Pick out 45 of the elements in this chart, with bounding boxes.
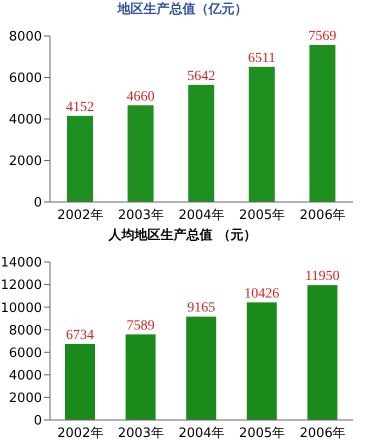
x-tick-label: 2002年 (57, 426, 104, 442)
y-tick-label: 12000 (0, 278, 42, 294)
x-tick-label: 2005年 (239, 426, 286, 442)
y-tick-label: 10000 (0, 300, 42, 316)
y-tick-label: 0 (34, 196, 42, 211)
bar (248, 66, 275, 202)
x-tick-label: 2004年 (178, 208, 225, 224)
y-tick-label: 6000 (8, 71, 42, 86)
bar (128, 105, 154, 202)
y-tick-label: 6000 (8, 346, 42, 361)
data-label: 5642 (187, 68, 216, 84)
x-tick-label: 2002年 (57, 208, 104, 224)
y-tick-label: 0 (34, 414, 42, 429)
x-tick-label: 2004年 (178, 426, 225, 442)
y-tick-label: 8000 (8, 323, 42, 338)
x-tick-label: 2003年 (118, 426, 164, 442)
chart-title: 地区生产总值（亿元） (116, 0, 248, 18)
data-label: 11950 (305, 269, 340, 284)
data-label: 10426 (244, 286, 280, 302)
bar (186, 316, 216, 420)
data-label: 6734 (66, 328, 94, 343)
bar (126, 334, 156, 420)
data-label: 7589 (126, 318, 155, 334)
y-tick-label: 2000 (8, 391, 42, 406)
x-tick-label: 2006年 (300, 426, 346, 442)
y-tick-label: 4000 (8, 368, 42, 384)
bar (188, 84, 214, 202)
bar (65, 344, 95, 420)
chart-title: 人均地区生产总值 （元） (107, 226, 258, 244)
bar (309, 44, 336, 202)
y-tick-label: 4000 (8, 112, 42, 128)
x-tick-label: 2003年 (118, 208, 164, 224)
x-tick-label: 2005年 (239, 208, 286, 224)
data-label: 4152 (66, 100, 94, 115)
bar (67, 116, 93, 202)
data-label: 4660 (126, 89, 155, 104)
data-label: 9165 (187, 300, 216, 316)
data-label: 6511 (248, 50, 276, 66)
bar (307, 285, 338, 420)
x-tick-label: 2006年 (300, 208, 346, 224)
y-tick-label: 14000 (0, 256, 42, 271)
y-tick-label: 2000 (8, 154, 42, 170)
data-label: 7569 (308, 28, 336, 44)
y-tick-label: 8000 (8, 30, 42, 45)
bar (246, 302, 277, 420)
